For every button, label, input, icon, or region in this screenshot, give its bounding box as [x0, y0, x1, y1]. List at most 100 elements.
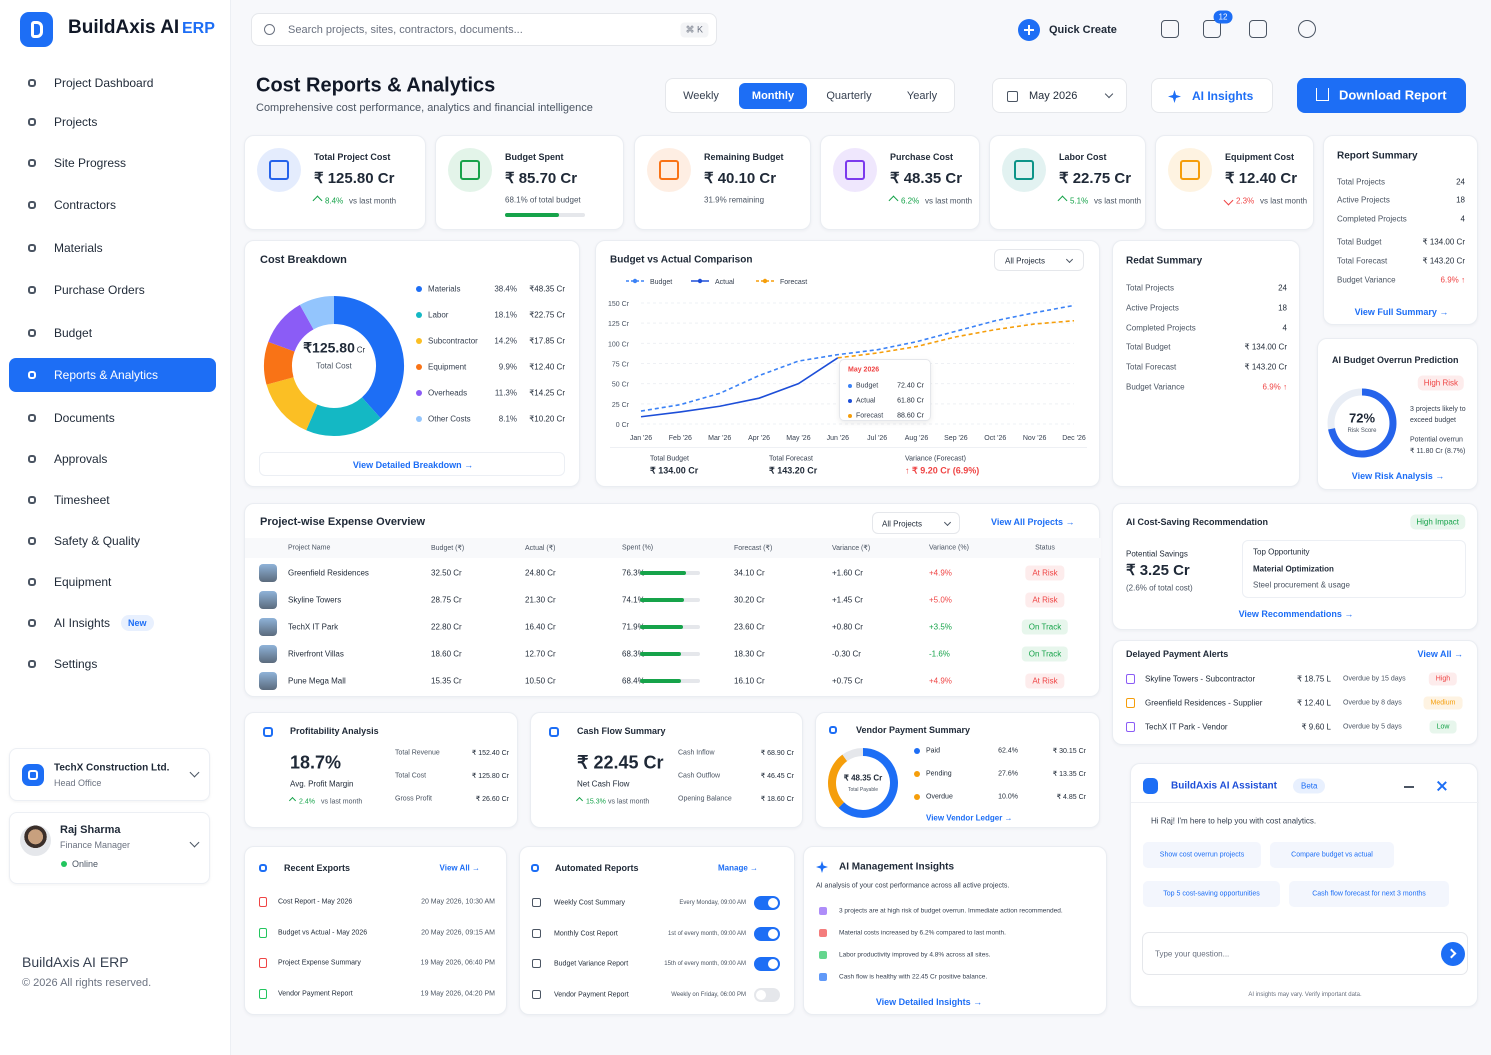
- legend-dot: [914, 748, 920, 754]
- legend-value: 18.1%: [494, 310, 517, 320]
- risk-card: AI Budget Overrun Prediction High Risk 72%…: [1317, 338, 1478, 490]
- nav-label: Projects: [54, 115, 98, 129]
- nav-item[interactable]: Settings: [9, 647, 216, 681]
- progress-track: [640, 598, 700, 602]
- minimize[interactable]: [1404, 786, 1414, 788]
- top-icon[interactable]: [1161, 20, 1179, 38]
- toggle[interactable]: [754, 926, 780, 941]
- suggestion-chip[interactable]: Cash flow forecast for next 3 months: [1289, 881, 1449, 907]
- cell-name: Riverfront Villas: [288, 649, 344, 659]
- summary-label: Active Projects: [1337, 195, 1390, 205]
- brand-tag: ERP: [182, 20, 215, 37]
- link[interactable]: Manage →: [718, 863, 759, 873]
- nav-item[interactable]: Equipment: [9, 565, 216, 599]
- icon-glyph: [28, 286, 36, 294]
- cell: 28.75 Cr: [431, 595, 462, 605]
- progress-bar: [640, 598, 685, 602]
- report-schedule: Every Monday, 09:00 AM: [679, 900, 746, 906]
- top-icon[interactable]: [1298, 20, 1316, 38]
- suggestion-chip[interactable]: Compare budget vs actual: [1270, 842, 1394, 868]
- progress-bar: [640, 625, 684, 629]
- nav-label: Contractors: [54, 198, 117, 212]
- legend-amount: ₹22.75 Cr: [529, 310, 565, 320]
- period-tab[interactable]: Weekly: [683, 90, 719, 102]
- x-tick-label: Feb '26: [669, 435, 692, 442]
- filter-dropdown[interactable]: All Projects: [994, 249, 1084, 271]
- nav-label: Purchase Orders: [54, 283, 145, 297]
- x-tick-label: Mar '26: [708, 435, 731, 442]
- top-icon[interactable]: [1249, 20, 1267, 38]
- nav-item[interactable]: Materials: [9, 231, 216, 265]
- top-icon[interactable]: [1203, 20, 1221, 38]
- link[interactable]: View Recommendations →: [1238, 609, 1354, 619]
- user-card[interactable]: Raj Sharma Finance Manager Online: [9, 812, 210, 884]
- suggestion-chip[interactable]: Show cost overrun projects: [1143, 842, 1261, 868]
- quick-create[interactable]: Quick Create: [1016, 18, 1126, 42]
- suggestion-chip[interactable]: Top 5 cost-saving opportunities: [1143, 881, 1280, 907]
- date-picker[interactable]: May 2026: [992, 78, 1127, 113]
- nav-item[interactable]: Documents: [9, 401, 216, 435]
- legend-value: 27.6%: [998, 770, 1018, 778]
- sparkle: [816, 861, 828, 873]
- chart: [1327, 388, 1397, 458]
- link-button[interactable]: View Detailed Breakdown →: [259, 452, 565, 476]
- close[interactable]: [1436, 780, 1448, 792]
- send-button[interactable]: [1441, 942, 1465, 966]
- cell: 32.50 Cr: [431, 568, 462, 578]
- nav-item[interactable]: Project Dashboard: [9, 66, 216, 100]
- summary-value: 4: [1460, 214, 1465, 224]
- nav-item[interactable]: Purchase Orders: [9, 273, 216, 307]
- link[interactable]: View All Projects →: [991, 517, 1075, 527]
- icon-glyph: [28, 578, 36, 586]
- nav-label: Safety & Quality: [54, 534, 141, 548]
- link[interactable]: View Detailed Insights →: [875, 997, 983, 1007]
- cell: +0.75 Cr: [832, 676, 863, 686]
- link[interactable]: View All →: [1417, 649, 1463, 659]
- icon: [23, 532, 41, 550]
- search-box[interactable]: Search projects, sites, contractors, doc…: [251, 13, 717, 46]
- company-card[interactable]: TechX Construction Ltd. Head Office: [9, 748, 210, 801]
- chart: 0 Cr 25 Cr 50 Cr 75 Cr 100 Cr 125 Cr 150 Cr Jan…: [608, 278, 1086, 442]
- toggle[interactable]: [754, 896, 780, 910]
- impact-badge: High Impact: [1410, 514, 1465, 530]
- nav-item[interactable]: AI Insights New: [9, 606, 216, 640]
- opportunity-box: Top Opportunity Material Optimization Stee…: [1242, 540, 1466, 598]
- nav-item[interactable]: Safety & Quality: [9, 524, 216, 558]
- icon: [23, 655, 41, 673]
- insight-icon: [819, 951, 827, 959]
- summary-link[interactable]: View Full Summary →: [1354, 307, 1449, 317]
- nav-item[interactable]: Reports & Analytics: [9, 358, 216, 392]
- y-tick-label: 0 Cr: [616, 422, 630, 429]
- period-tab[interactable]: Yearly: [906, 90, 938, 102]
- question-input[interactable]: Type your question...: [1142, 932, 1468, 975]
- nav-item[interactable]: Budget: [9, 316, 216, 350]
- active-tab: [739, 83, 807, 109]
- download-label: Download Report: [1339, 87, 1447, 103]
- cell: 18.60 Cr: [431, 649, 462, 659]
- link[interactable]: View Vendor Ledger →: [926, 813, 1013, 823]
- nav-item[interactable]: Approvals: [9, 442, 216, 476]
- nav-item[interactable]: Timesheet: [9, 483, 216, 517]
- toggle[interactable]: [754, 957, 780, 971]
- icon-glyph: [28, 770, 38, 780]
- nav-item[interactable]: Projects: [9, 105, 216, 139]
- link[interactable]: View Risk Analysis →: [1351, 471, 1445, 481]
- nav-label: AI Insights: [54, 616, 111, 630]
- period-tab[interactable]: Quarterly: [826, 90, 872, 102]
- donut-segment: [299, 296, 335, 330]
- status-badge: At Risk: [1025, 592, 1065, 608]
- nav-item[interactable]: Contractors: [9, 188, 216, 222]
- icon-glyph: [269, 160, 289, 180]
- download-button[interactable]: Download Report: [1297, 78, 1466, 113]
- export-date: 20 May 2026, 09:15 AM: [421, 929, 495, 936]
- period-tab[interactable]: Monthly: [751, 90, 795, 102]
- ai-insights-button[interactable]: AI Insights: [1151, 78, 1273, 113]
- donut-segment: [838, 748, 898, 818]
- toggle[interactable]: [754, 987, 780, 1002]
- filter-dropdown[interactable]: All Projects: [872, 512, 960, 534]
- link[interactable]: View All →: [439, 863, 480, 873]
- icon: [23, 74, 41, 92]
- cell: 16.40 Cr: [525, 622, 556, 632]
- nav-item[interactable]: Site Progress: [9, 146, 216, 180]
- toggle-knob: [768, 898, 778, 908]
